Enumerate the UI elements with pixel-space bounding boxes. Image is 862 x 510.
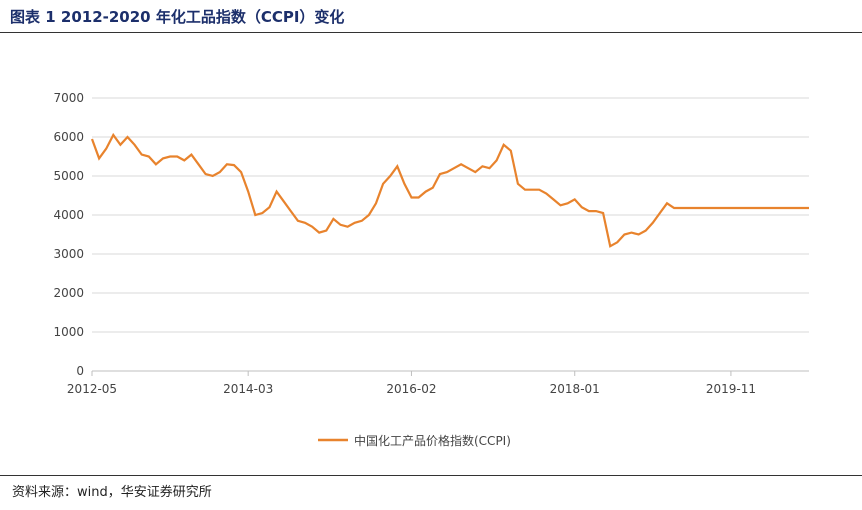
legend-label: 中国化工产品价格指数(CCPI) (354, 433, 511, 448)
grid-lines (92, 97, 809, 333)
y-tick-label: 5000 (53, 169, 84, 183)
x-axis-ticks: 2012-05 2014-03 2016-02 2018-01 2019-11 (67, 371, 756, 396)
y-tick-label: 1000 (53, 325, 84, 339)
y-tick-label: 4000 (53, 208, 84, 222)
y-tick-label: 2000 (53, 286, 84, 300)
x-tick-label: 2014-03 (223, 382, 273, 396)
series-line-ccpi (90, 132, 809, 248)
top-divider (0, 32, 862, 33)
y-tick-label: 7000 (53, 91, 84, 105)
x-tick-label: 2019-11 (706, 382, 756, 396)
x-tick-label: 2016-02 (386, 382, 436, 396)
figure-title: 图表 1 2012-2020 年化工品指数（CCPI）变化 (10, 8, 345, 26)
y-tick-label: 3000 (53, 247, 84, 261)
y-tick-label: 6000 (53, 130, 84, 144)
bottom-divider (0, 475, 862, 476)
y-axis-ticks: 0 1000 2000 3000 4000 5000 6000 7000 (53, 91, 84, 378)
legend: 中国化工产品价格指数(CCPI) (318, 433, 511, 448)
source-note: 资料来源：wind，华安证券研究所 (12, 485, 212, 500)
x-tick-label: 2012-05 (67, 382, 117, 396)
y-tick-label: 0 (76, 364, 84, 378)
x-tick-label: 2018-01 (550, 382, 600, 396)
